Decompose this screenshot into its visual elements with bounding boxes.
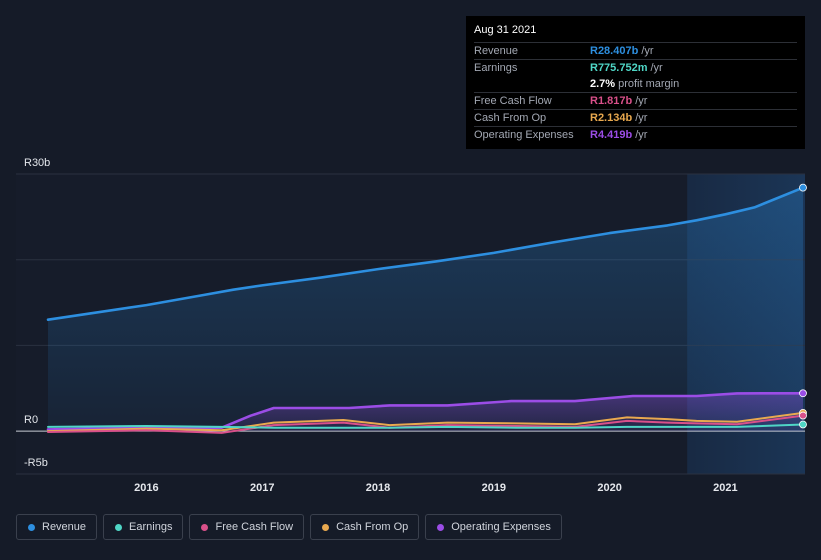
tooltip-row-label: Free Cash Flow: [474, 95, 552, 107]
y-tick-label: R0: [24, 414, 38, 426]
legend-label: Revenue: [42, 521, 87, 533]
tooltip-row-unit: /yr: [650, 62, 663, 74]
tooltip-row-unit: /yr: [635, 129, 648, 141]
x-tick-label: 2021: [713, 482, 737, 494]
y-tick-label: R30b: [24, 157, 50, 169]
legend-item-earnings[interactable]: Earnings: [103, 514, 184, 540]
tooltip-row-unit: /yr: [635, 95, 648, 107]
tooltip-row: Cash From Op R2.134b/yr: [474, 109, 797, 126]
tooltip-row-label: Earnings: [474, 62, 518, 74]
earnings-line: [47, 423, 804, 429]
x-tick-label: 2016: [134, 482, 158, 494]
tooltip-rows: Revenue R28.407b/yr Earnings R775.752m/yr 2.…: [474, 42, 797, 143]
legend-dot-icon: [115, 523, 123, 531]
x-tick-label: 2019: [482, 482, 506, 494]
tooltip-date: Aug 31 2021: [474, 24, 537, 36]
tooltip-row-value: R1.817b: [590, 95, 633, 107]
operating-expenses-end-point: [799, 389, 807, 398]
tooltip-row-label: Revenue: [474, 45, 519, 57]
cash-from-op-line: [47, 411, 804, 433]
x-tick-label: 2017: [250, 482, 274, 494]
series-end-markers: [799, 183, 807, 429]
revenue-area: [48, 187, 803, 432]
y-tick-label: -R5b: [24, 457, 48, 469]
legend-label: Operating Expenses: [451, 521, 551, 533]
tooltip-row-value: R775.752m: [590, 62, 648, 74]
operating-expenses-line: [46, 392, 805, 431]
legend-item-cash-from-op[interactable]: Cash From Op: [310, 514, 420, 540]
tooltip-row-label: Cash From Op: [474, 112, 547, 124]
chart-legend: Revenue Earnings Free Cash Flow Cash From O…: [16, 514, 562, 540]
legend-label: Free Cash Flow: [215, 521, 294, 533]
tooltip-row: 2.7% profit margin: [474, 76, 797, 92]
legend-dot-icon: [28, 523, 35, 531]
x-axis-labels: 2016 2017 2018 2019 2020 2021: [134, 482, 737, 494]
legend-item-revenue[interactable]: Revenue: [16, 514, 98, 540]
tooltip-row: Free Cash Flow R1.817b/yr: [474, 92, 797, 109]
tooltip-row-value: R2.134b: [590, 112, 633, 124]
data-tooltip: Aug 31 2021 Revenue R28.407b/yr Earnings R7…: [466, 16, 805, 149]
free-cash-flow-line: [47, 414, 804, 434]
legend-label: Cash From Op: [336, 521, 409, 533]
free-cash-flow-end-point: [799, 411, 807, 420]
tooltip-row-unit: profit margin: [618, 78, 680, 90]
tooltip-row-value: R4.419b: [590, 129, 633, 141]
tooltip-row-unit: /yr: [641, 45, 654, 57]
tooltip-row-value: R28.407b: [590, 45, 639, 57]
earnings-end-point: [799, 420, 807, 429]
tooltip-row: Earnings R775.752m/yr: [474, 59, 797, 76]
legend-item-free-cash-flow[interactable]: Free Cash Flow: [189, 514, 305, 540]
x-tick-label: 2020: [597, 482, 621, 494]
legend-dot-icon: [437, 523, 445, 531]
y-axis-labels: R30b R0 -R5b: [24, 157, 50, 469]
legend-item-operating-expenses[interactable]: Operating Expenses: [425, 514, 562, 540]
tooltip-row: Operating Expenses R4.419b/yr: [474, 126, 797, 143]
revenue-line: [46, 186, 805, 321]
series-lines: [46, 186, 805, 434]
tooltip-row-label: Operating Expenses: [474, 129, 574, 141]
revenue-end-point: [799, 183, 807, 192]
tooltip-row-unit: /yr: [635, 112, 648, 124]
x-tick-label: 2018: [366, 482, 390, 494]
legend-dot-icon: [322, 523, 330, 531]
tooltip-row-value: 2.7%: [590, 78, 616, 90]
legend-label: Earnings: [129, 521, 173, 533]
tooltip-row: Revenue R28.407b/yr: [474, 42, 797, 59]
legend-dot-icon: [201, 523, 209, 531]
